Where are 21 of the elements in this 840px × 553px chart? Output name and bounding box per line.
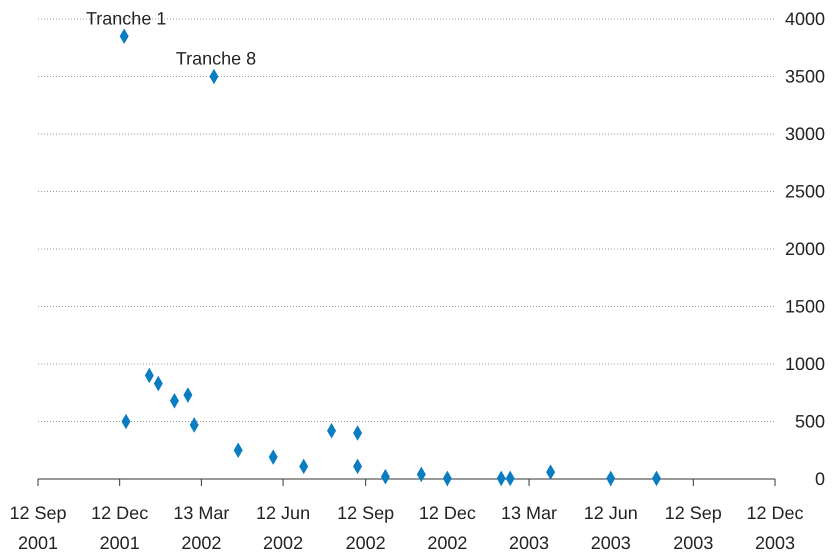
annotation: Tranche 8	[176, 48, 256, 68]
x-tick-label: 12 Sep 2003	[664, 503, 722, 553]
y-tick-label: 500	[794, 412, 825, 432]
x-tick-label: 12 Dec 2001	[91, 503, 148, 553]
y-tick-label: 4000	[784, 9, 825, 29]
y-tick-label: 0	[814, 469, 825, 489]
y-tick-label: 2000	[784, 239, 825, 259]
x-tick-label: 13 Mar 2003	[501, 503, 558, 553]
x-tick-label: 13 Mar 2002	[173, 503, 230, 553]
x-tick-label: 12 Jun 2003	[584, 503, 638, 553]
x-tick-label: 12 Dec 2002	[418, 503, 476, 553]
x-tick-label: 12 Jun 2002	[256, 503, 310, 553]
annotation: Tranche 1	[86, 8, 166, 28]
x-tick-label: 12 Sep 2002	[337, 503, 394, 553]
y-tick-label: 3500	[784, 66, 825, 86]
y-tick-label: 2500	[784, 182, 825, 202]
x-tick-label: 12 Sep 2001	[9, 503, 67, 553]
x-tick-label: 12 Dec 2003	[746, 503, 804, 553]
y-tick-label: 1500	[784, 296, 825, 316]
y-tick-label: 3000	[784, 124, 825, 144]
y-tick-label: 1000	[784, 354, 825, 374]
